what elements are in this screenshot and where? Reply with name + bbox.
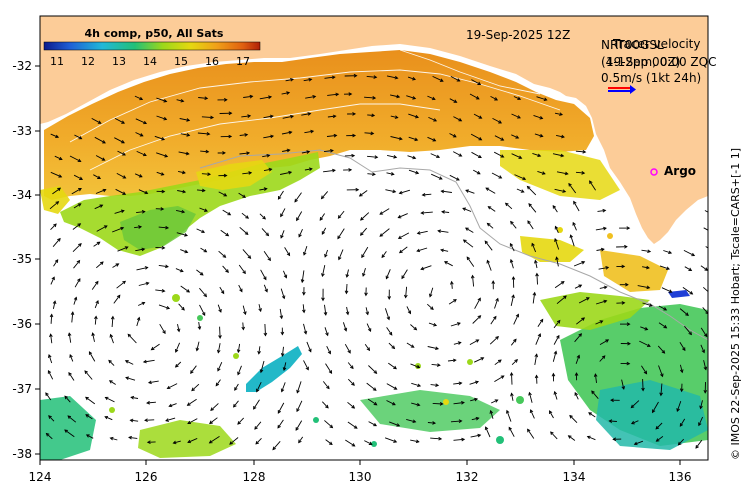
- current-vector-arrow: [220, 327, 221, 338]
- colorbar-tick-label: 12: [81, 55, 95, 68]
- y-tick-label: -37: [12, 382, 32, 396]
- colorbar-tick-label: 14: [143, 55, 157, 68]
- colorbar-tick-label: 15: [174, 55, 188, 68]
- y-tick-label: -32: [12, 59, 32, 73]
- x-tick-label: 136: [669, 470, 692, 484]
- colorbar-title: 4h comp, p50, All Sats: [85, 27, 224, 40]
- x-tick-label: 134: [563, 470, 586, 484]
- y-tick-label: -34: [12, 188, 32, 202]
- colorbar-tick-label: 16: [205, 55, 219, 68]
- latitude-axis: -32 -33 -34 -35 -36 -37 -38: [12, 59, 40, 461]
- colorbar-tick-label: 17: [236, 55, 250, 68]
- x-tick-label: 128: [243, 470, 266, 484]
- legend-line2-overlay: 19-Sep 00:00 ZQC: [606, 55, 716, 69]
- longitude-axis: 124 126 128 130 132 134 136: [29, 460, 692, 484]
- x-tick-label: 130: [349, 470, 372, 484]
- credit-text: © IMOS 22-Sep-2025 15:33 Hobart; Tscale=…: [729, 148, 742, 460]
- x-tick-label: 124: [29, 470, 52, 484]
- y-tick-label: -35: [12, 252, 32, 266]
- y-tick-label: -33: [12, 124, 32, 138]
- map-timestamp: 19-Sep-2025 12Z: [466, 28, 570, 42]
- y-tick-label: -36: [12, 317, 32, 331]
- current-vector-arrowhead: [711, 213, 714, 216]
- current-vector-arrow: [265, 324, 266, 336]
- colorbar-tick-label: 13: [112, 55, 126, 68]
- y-tick-label: -38: [12, 447, 32, 461]
- current-vector-arrowhead: [709, 292, 712, 295]
- colorbar-tick-label: 11: [50, 55, 64, 68]
- x-tick-label: 126: [135, 470, 158, 484]
- legend-line1-overlay: Tracer velocity: [612, 37, 700, 51]
- current-vector-arrow: [643, 379, 644, 391]
- argo-label: Argo: [664, 164, 696, 178]
- velocity-scale-label: 0.5m/s (1kt 24h): [601, 71, 701, 85]
- current-vector-arrowhead: [712, 250, 715, 253]
- x-tick-label: 132: [456, 470, 479, 484]
- current-vector-arrow: [512, 373, 513, 385]
